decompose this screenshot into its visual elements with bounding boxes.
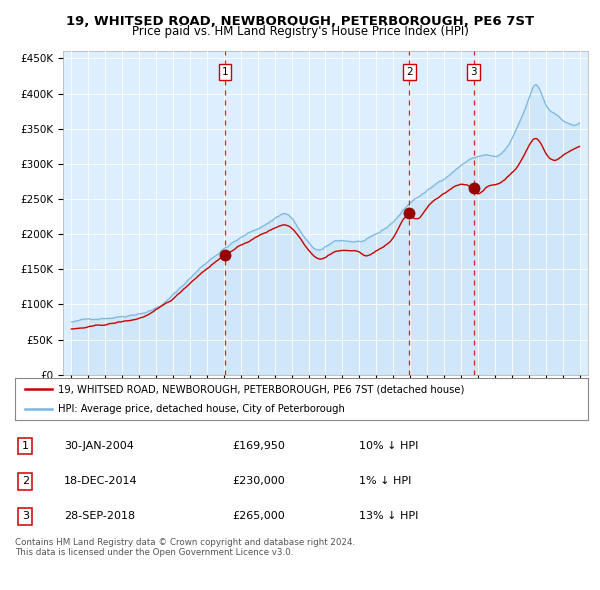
Text: £230,000: £230,000 xyxy=(233,476,286,486)
Text: 3: 3 xyxy=(22,512,29,522)
Text: 1% ↓ HPI: 1% ↓ HPI xyxy=(359,476,411,486)
Text: 10% ↓ HPI: 10% ↓ HPI xyxy=(359,441,418,451)
Text: 1: 1 xyxy=(22,441,29,451)
Text: 19, WHITSED ROAD, NEWBOROUGH, PETERBOROUGH, PE6 7ST (detached house): 19, WHITSED ROAD, NEWBOROUGH, PETERBOROU… xyxy=(58,384,464,394)
Text: 18-DEC-2014: 18-DEC-2014 xyxy=(64,476,137,486)
Text: £169,950: £169,950 xyxy=(233,441,286,451)
Text: 2: 2 xyxy=(22,476,29,486)
Text: Price paid vs. HM Land Registry's House Price Index (HPI): Price paid vs. HM Land Registry's House … xyxy=(131,25,469,38)
Text: Contains HM Land Registry data © Crown copyright and database right 2024.
This d: Contains HM Land Registry data © Crown c… xyxy=(15,538,355,558)
Text: 30-JAN-2004: 30-JAN-2004 xyxy=(64,441,134,451)
Text: £265,000: £265,000 xyxy=(233,512,286,522)
Text: 19, WHITSED ROAD, NEWBOROUGH, PETERBOROUGH, PE6 7ST: 19, WHITSED ROAD, NEWBOROUGH, PETERBOROU… xyxy=(66,15,534,28)
Text: 28-SEP-2018: 28-SEP-2018 xyxy=(64,512,135,522)
Text: 2: 2 xyxy=(406,67,413,77)
Text: HPI: Average price, detached house, City of Peterborough: HPI: Average price, detached house, City… xyxy=(58,404,345,414)
Text: 1: 1 xyxy=(222,67,229,77)
Text: 3: 3 xyxy=(470,67,477,77)
Text: 13% ↓ HPI: 13% ↓ HPI xyxy=(359,512,418,522)
